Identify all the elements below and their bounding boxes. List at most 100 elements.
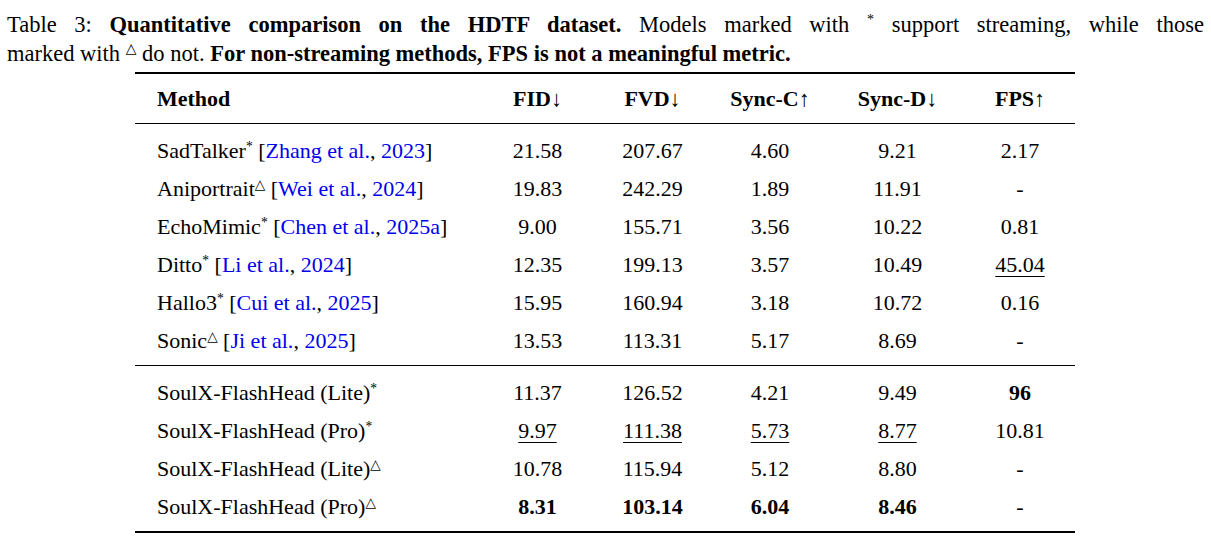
metric-value: 11.91 [873, 176, 922, 201]
metric-value: 5.17 [751, 328, 790, 353]
citation-link[interactable]: Zhang et al., 2023 [266, 138, 425, 163]
citation-separator: , [317, 290, 328, 315]
metric-cell-fid: 13.53 [480, 322, 595, 366]
metric-cell-sync-d: 8.69 [830, 322, 965, 366]
method-name: Aniportrait [157, 176, 255, 201]
metric-value: - [1016, 328, 1023, 353]
method-name: SoulX-FlashHead (Pro) [157, 494, 365, 519]
method-cell: Aniportrait△ [Wei et al., 2024] [135, 170, 480, 208]
method-cell: SoulX-FlashHead (Lite)△ [135, 450, 480, 488]
citation-separator: , [293, 328, 304, 353]
metric-cell-sync-c: 1.89 [710, 170, 830, 208]
citation-link[interactable]: Wei et al., 2024 [278, 176, 416, 201]
metric-cell-fid: 12.35 [480, 246, 595, 284]
caption-line-1: Table 3: Quantitative comparison on the … [7, 11, 1204, 40]
metric-cell-fid: 11.37 [480, 366, 595, 413]
metric-cell-fps: 0.16 [965, 284, 1075, 322]
metric-value: 45.04 [995, 252, 1045, 277]
metric-value: 9.49 [878, 380, 917, 405]
metric-cell-fps: - [965, 488, 1075, 532]
method-name: SoulX-FlashHead (Pro) [157, 418, 365, 443]
streaming-marker: * [202, 253, 209, 268]
citation-year: 2024 [372, 176, 416, 201]
citation-bracket-close: ] [416, 176, 423, 201]
table-group-1: SadTalker* [Zhang et al., 2023]21.58207.… [135, 124, 1075, 366]
metric-cell-sync-d: 10.22 [830, 208, 965, 246]
metric-cell-fvd: 111.38 [595, 412, 710, 450]
streaming-marker: * [217, 291, 224, 306]
citation-link[interactable]: Chen et al., 2025a [281, 214, 440, 239]
table-row: SoulX-FlashHead (Pro)*9.97111.385.738.77… [135, 412, 1075, 450]
col-header-sync-d: Sync-D↓ [830, 73, 965, 124]
method-cell: SadTalker* [Zhang et al., 2023] [135, 124, 480, 171]
metric-cell-sync-c: 3.56 [710, 208, 830, 246]
metric-value: 115.94 [623, 456, 683, 481]
citation-authors: Li et al. [222, 252, 290, 277]
metric-value: 3.18 [751, 290, 790, 315]
citation-bracket-open: [ [273, 214, 280, 239]
metric-cell-sync-c: 4.60 [710, 124, 830, 171]
table-row: SoulX-FlashHead (Pro)△8.31103.146.048.46… [135, 488, 1075, 532]
metric-cell-sync-d: 8.46 [830, 488, 965, 532]
citation-bracket-close: ] [345, 252, 352, 277]
caption-segment: marked with [7, 41, 126, 66]
metric-value: 160.94 [622, 290, 683, 315]
metric-cell-fvd: 155.71 [595, 208, 710, 246]
metric-cell-fvd: 115.94 [595, 450, 710, 488]
metric-value: 155.71 [622, 214, 683, 239]
caption-segment: Table 3: [7, 12, 109, 37]
citation-year: 2024 [301, 252, 345, 277]
col-header-sync-c: Sync-C↑ [710, 73, 830, 124]
citation-separator: , [370, 138, 381, 163]
table-caption: Table 3: Quantitative comparison on the … [7, 11, 1204, 68]
metric-value: 8.46 [878, 494, 917, 519]
metric-value: 5.12 [751, 456, 790, 481]
method-cell: SoulX-FlashHead (Pro)* [135, 412, 480, 450]
metric-cell-fvd: 242.29 [595, 170, 710, 208]
caption-segment: △ [126, 41, 137, 56]
citation-year: 2025 [304, 328, 348, 353]
metric-cell-fps: - [965, 322, 1075, 366]
metric-value: 9.00 [518, 214, 557, 239]
metric-cell-fvd: 199.13 [595, 246, 710, 284]
metric-cell-sync-c: 5.73 [710, 412, 830, 450]
caption-segment: Quantitative comparison on the HDTF data… [109, 12, 621, 37]
metric-cell-sync-c: 3.18 [710, 284, 830, 322]
non-streaming-marker: △ [370, 457, 380, 472]
metric-cell-fps: 0.81 [965, 208, 1075, 246]
col-header-fid: FID↓ [480, 73, 595, 124]
metric-value: 4.21 [751, 380, 790, 405]
metric-value: 10.72 [873, 290, 923, 315]
col-header-fps: FPS↑ [965, 73, 1075, 124]
citation-link[interactable]: Cui et al., 2025 [237, 290, 372, 315]
citation-separator: , [375, 214, 386, 239]
metric-value: 9.21 [878, 138, 917, 163]
metric-cell-sync-d: 8.80 [830, 450, 965, 488]
metric-value: 8.69 [878, 328, 917, 353]
table-row: Sonic△ [Ji et al., 2025]13.53113.315.178… [135, 322, 1075, 366]
metric-value: 8.80 [878, 456, 917, 481]
citation-bracket-close: ] [348, 328, 355, 353]
metric-cell-sync-d: 8.77 [830, 412, 965, 450]
metric-value: - [1016, 176, 1023, 201]
metric-value: 6.04 [751, 494, 790, 519]
metric-cell-fps: 10.81 [965, 412, 1075, 450]
metric-cell-fid: 8.31 [480, 488, 595, 532]
method-cell: Ditto* [Li et al., 2024] [135, 246, 480, 284]
metric-cell-sync-d: 10.72 [830, 284, 965, 322]
metric-cell-sync-d: 11.91 [830, 170, 965, 208]
caption-line-2: marked with △ do not. For non-streaming … [7, 40, 1204, 69]
citation-bracket-open: [ [229, 290, 236, 315]
table-row: SoulX-FlashHead (Lite)*11.37126.524.219.… [135, 366, 1075, 413]
metric-value: 5.73 [751, 418, 790, 443]
citation-link[interactable]: Ji et al., 2025 [230, 328, 348, 353]
citation-year: 2023 [381, 138, 425, 163]
streaming-marker: * [261, 215, 268, 230]
non-streaming-marker: △ [255, 177, 265, 192]
metric-value: 10.22 [873, 214, 923, 239]
metric-value: 1.89 [751, 176, 790, 201]
citation-separator: , [290, 252, 301, 277]
metric-cell-fvd: 113.31 [595, 322, 710, 366]
col-header-method: Method [135, 73, 480, 124]
citation-link[interactable]: Li et al., 2024 [222, 252, 345, 277]
